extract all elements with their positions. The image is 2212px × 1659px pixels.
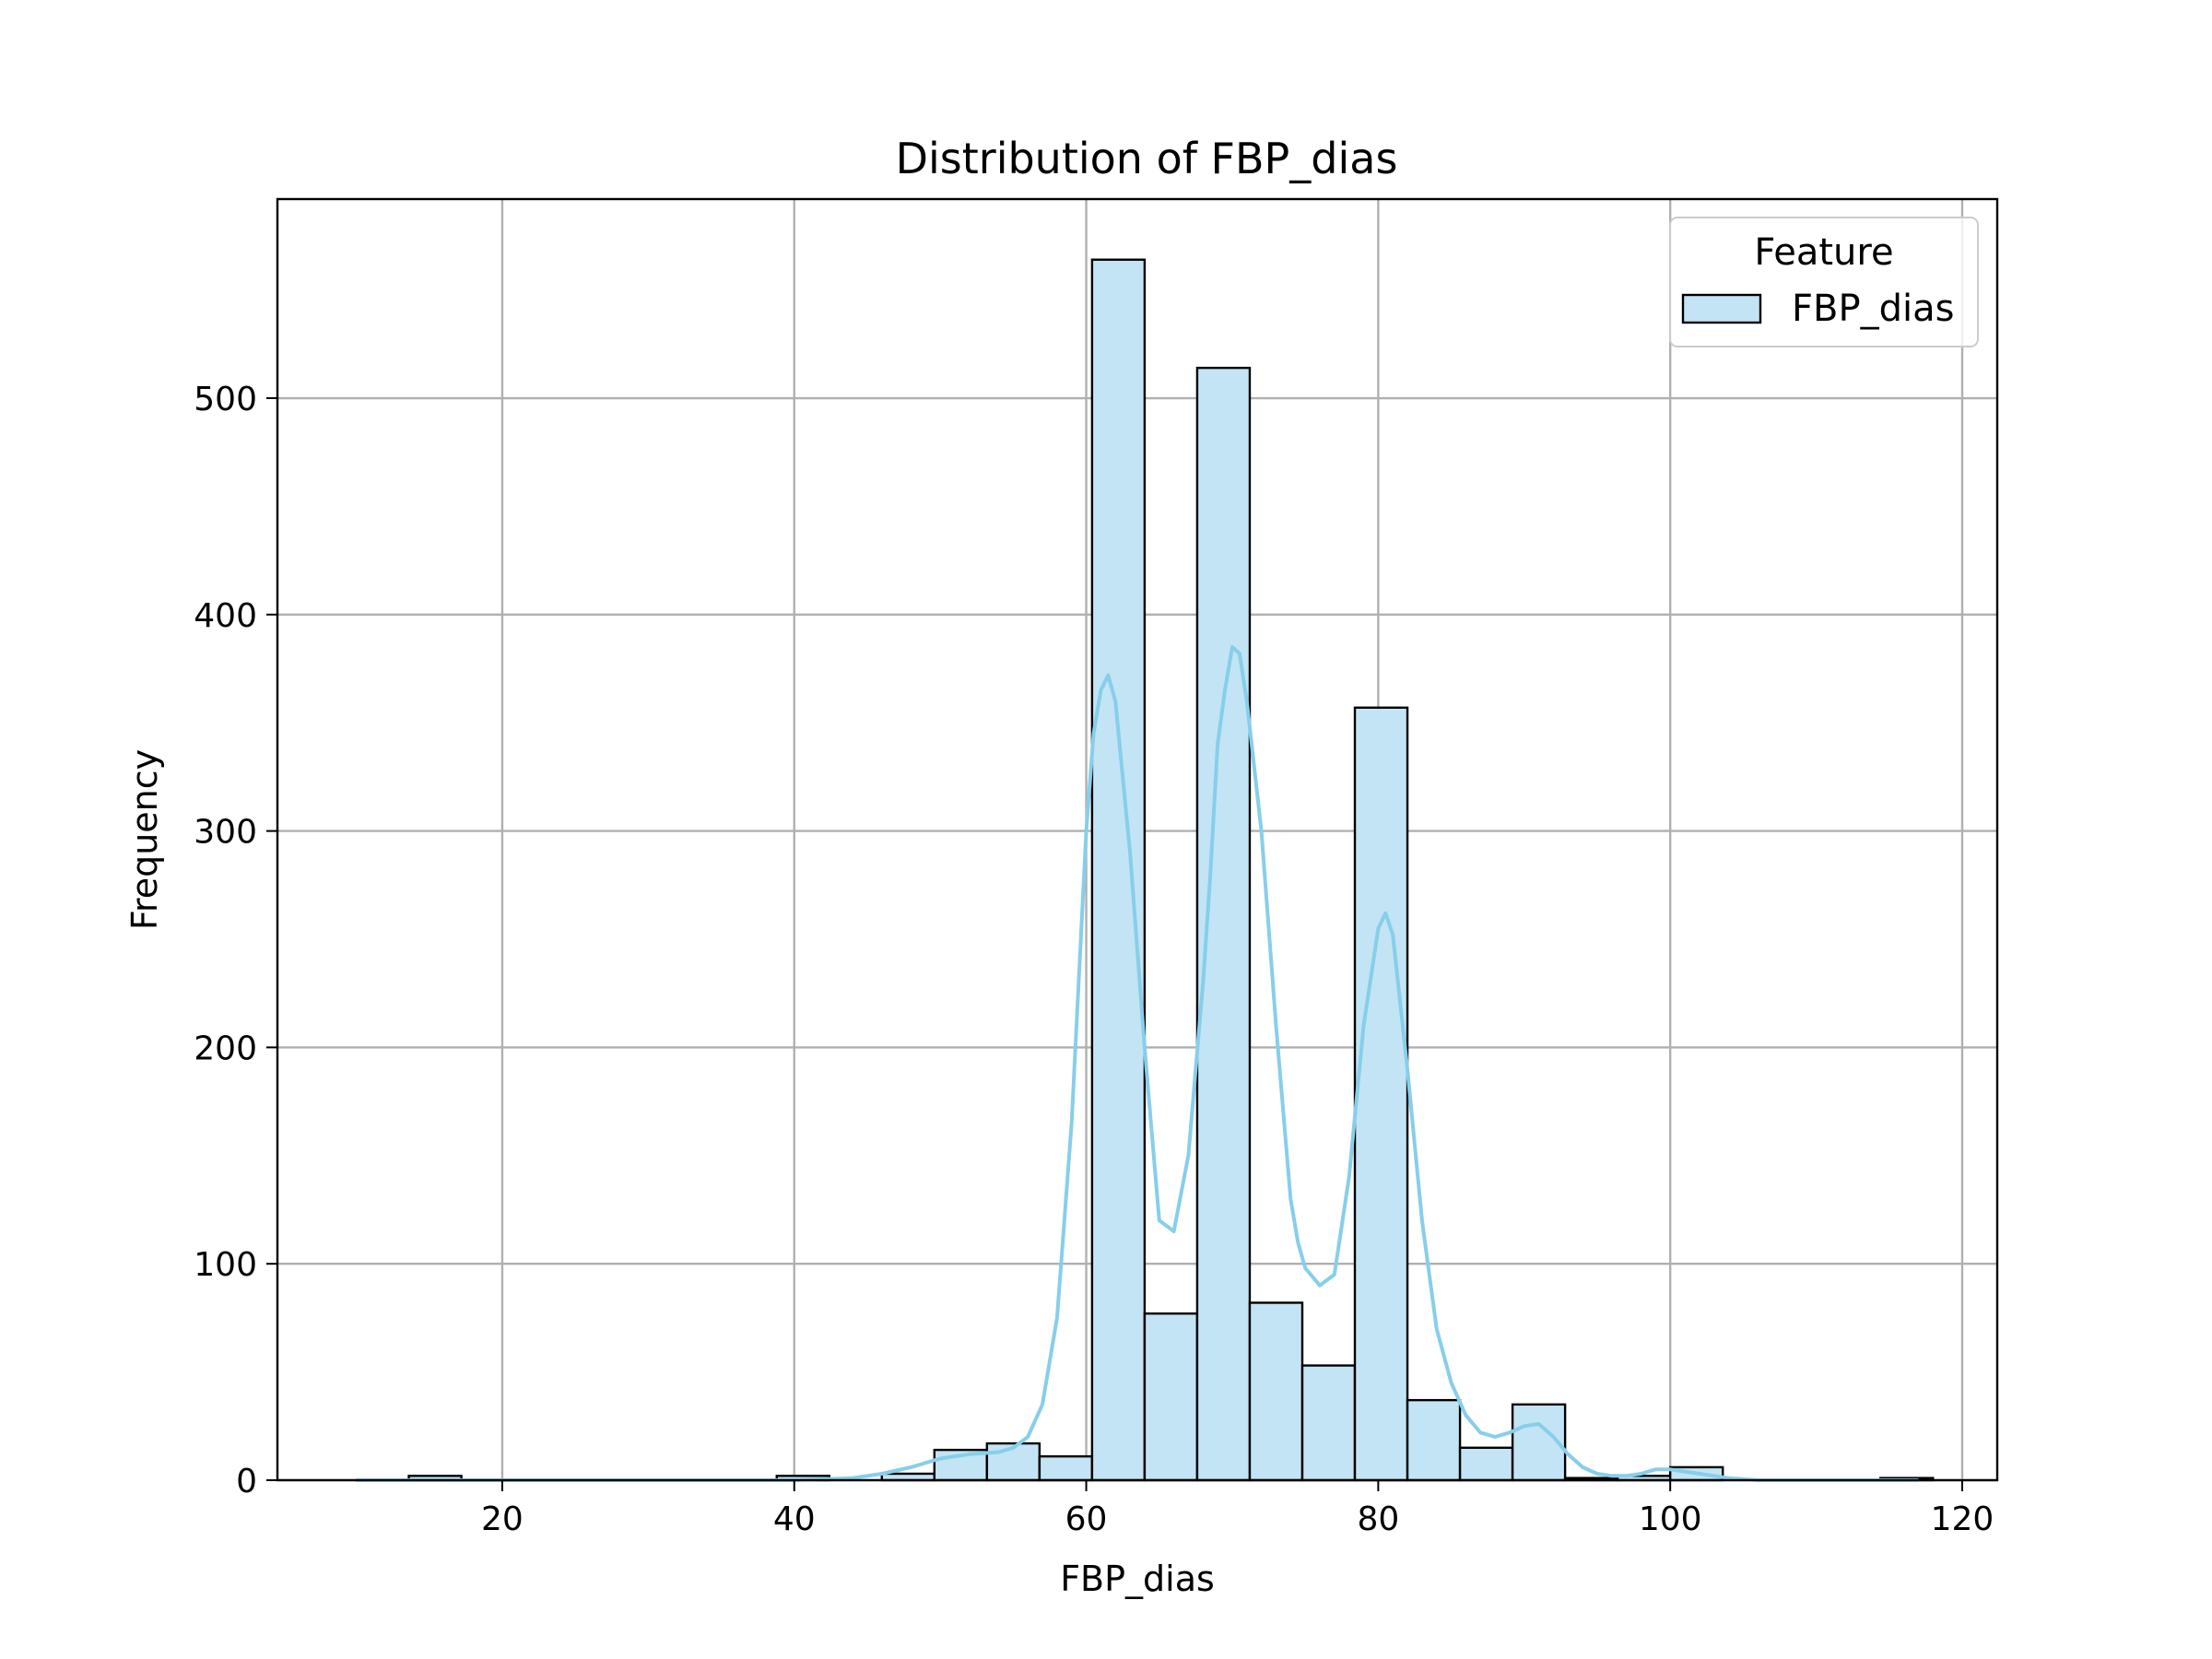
- x-axis-ticks: 20 40 60 80 100 120: [481, 1480, 1994, 1538]
- histogram-bar: [1143, 1312, 1199, 1482]
- chart-title: Distribution of FBP_dias: [896, 134, 1398, 183]
- legend-swatch: [1681, 293, 1762, 324]
- legend-entry-label: FBP_dias: [1792, 288, 1954, 330]
- y-axis-ticks: 0 100 200 300 400 500: [194, 381, 277, 1500]
- x-axis-label: FBP_dias: [1060, 1559, 1215, 1599]
- y-tick-label: 100: [194, 1246, 257, 1284]
- histogram-bar: [1090, 258, 1147, 1482]
- y-tick-label: 300: [194, 814, 257, 852]
- y-tick-label: 500: [194, 381, 257, 418]
- x-tick-label: 40: [773, 1500, 816, 1538]
- y-axis-label: Frequency: [124, 749, 165, 930]
- histogram-bar: [1300, 1364, 1357, 1482]
- kde-curve: [356, 645, 1919, 1482]
- x-tick-label: 100: [1639, 1500, 1702, 1538]
- histogram-bar: [1353, 706, 1409, 1482]
- y-tick-label: 400: [194, 597, 257, 635]
- x-tick-label: 80: [1357, 1500, 1399, 1538]
- x-tick-label: 60: [1065, 1500, 1108, 1538]
- histogram-bar: [1458, 1446, 1514, 1482]
- x-tick-label: 20: [481, 1500, 524, 1538]
- histogram-bar: [1038, 1454, 1094, 1482]
- x-tick-label: 120: [1931, 1500, 1994, 1538]
- histogram-bar: [1248, 1301, 1304, 1482]
- legend-title: Feature: [1754, 231, 1893, 274]
- histogram-bar: [1195, 366, 1252, 1482]
- plot-frame: [276, 197, 1999, 1482]
- y-tick-label: 200: [194, 1030, 257, 1067]
- y-tick-label: 0: [236, 1463, 257, 1500]
- kde-curve-layer: [356, 645, 1919, 1482]
- legend: Feature FBP_dias: [1669, 217, 1979, 347]
- histogram-bars: [407, 258, 1935, 1482]
- histogram-bar: [1406, 1398, 1462, 1482]
